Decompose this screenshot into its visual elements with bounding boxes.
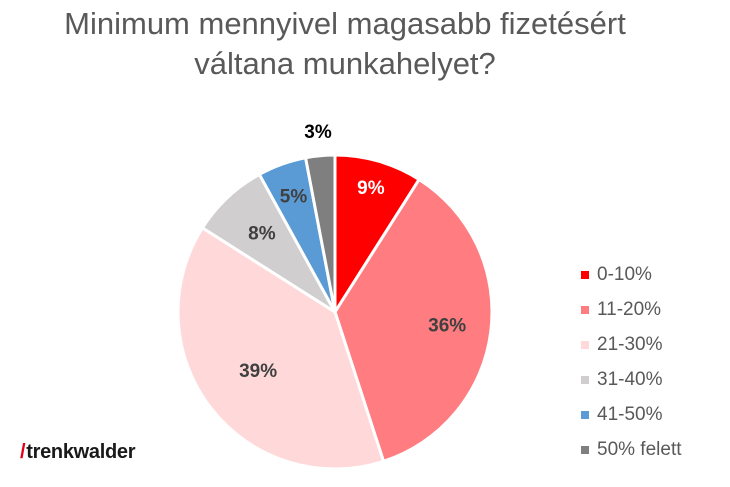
legend-label: 31-40% <box>597 369 663 390</box>
legend-item-41-50-: 41-50% <box>581 402 682 428</box>
legend-swatch <box>581 271 589 279</box>
legend-swatch <box>581 376 589 384</box>
data-label-21-30-: 39% <box>239 361 277 382</box>
data-label-0-10-: 9% <box>357 178 385 199</box>
pie-slice-0-10- <box>333 153 421 314</box>
chart-title-line-1: Minimum mennyivel magasabb fizetésért <box>64 6 626 41</box>
legend-item-31-40-: 31-40% <box>581 367 682 393</box>
pie-labels: 9% 36% 39% 8%5% 3% <box>239 122 466 382</box>
pie-slice-11-20- <box>333 177 494 463</box>
legend-label: 0-10% <box>597 264 652 285</box>
data-label-41-50-: 5% <box>280 186 308 207</box>
legend-item-0-10-: 0-10% <box>581 262 682 288</box>
legend-swatch <box>581 306 589 314</box>
legend-item-50-felett: 50% felett <box>581 437 682 463</box>
chart-title-line-2: váltana munkahelyet? <box>194 46 496 81</box>
logo-slash: / <box>20 441 26 463</box>
pie-slice-50-felett <box>304 153 337 314</box>
legend-label: 21-30% <box>597 334 663 355</box>
logo-text: trenkwalder <box>26 441 136 463</box>
legend-swatch <box>581 446 589 454</box>
legend-label: 11-20% <box>597 299 662 320</box>
trenkwalder-logo: /trenkwalder <box>20 441 136 464</box>
pie-slices <box>176 153 494 471</box>
data-label-50-felett: 3% <box>304 122 332 143</box>
legend-item-11-20-: 11-20% <box>581 297 682 323</box>
legend-item-21-30-: 21-30% <box>581 332 682 358</box>
legend-label: 50% felett <box>597 439 682 460</box>
pie-slice-21-30- <box>176 226 386 471</box>
chart-legend: 0-10% 11-20% 21-30% 31-40% 41-50% 50% felett <box>581 262 682 472</box>
data-label-11-20-: 36% <box>428 316 466 337</box>
legend-swatch <box>581 341 589 349</box>
data-label-31-40-: 8% <box>248 224 276 245</box>
chart-title: Minimum mennyivel magasabb fizetésért vá… <box>0 4 690 84</box>
legend-swatch <box>581 411 589 419</box>
legend-label: 41-50% <box>597 404 663 425</box>
